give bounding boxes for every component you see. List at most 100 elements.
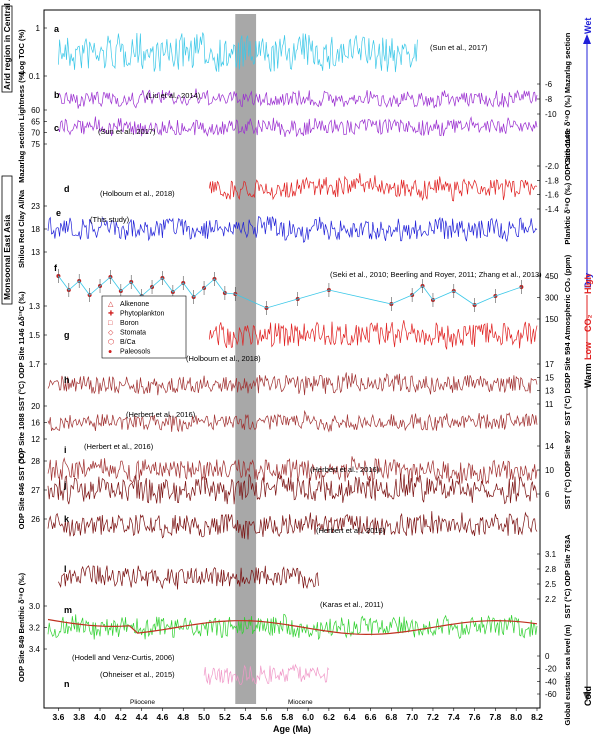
panel-letter-e: e bbox=[56, 208, 61, 218]
panel-ref-j: (Herbert et al., 2016) bbox=[316, 526, 386, 535]
panel-ref-h: (Herbert et al., 2016) bbox=[126, 410, 196, 419]
panel-ref-b: (Liu et al., 2014) bbox=[146, 91, 201, 100]
panel-letter-b: b bbox=[54, 90, 60, 100]
right-indicators: Wet Dry High CO₂ Low Warm Cold bbox=[583, 18, 593, 706]
y-tick-label: 1 bbox=[36, 24, 41, 33]
panel-ref-i: (Herbert et al., 2016) bbox=[84, 442, 154, 451]
legend-label: Phytoplankton bbox=[120, 311, 164, 318]
y-tick-label: 3.2 bbox=[29, 624, 41, 633]
y-tick-label: 75 bbox=[31, 140, 40, 149]
panel-letter-g: g bbox=[64, 330, 70, 340]
x-tick-label: 8.0 bbox=[510, 712, 522, 722]
y-axis-title-j: ODP Site 846 SST (°C) bbox=[17, 450, 26, 529]
panel-letter-n: n bbox=[64, 679, 70, 689]
y-tick-label: 2.5 bbox=[545, 580, 557, 589]
x-tick-label: 5.8 bbox=[281, 712, 293, 722]
y-axis-title-b: Carbonate δ¹⁸O (‰) Mazarlag section bbox=[563, 32, 572, 165]
x-tick-label: 6.0 bbox=[302, 712, 314, 722]
x-tick-label: 4.6 bbox=[157, 712, 169, 722]
y-axis-title-i2: SST (°C) ODP Site 907 bbox=[563, 431, 572, 510]
series-line-i bbox=[47, 409, 538, 433]
y-tick-label: 70 bbox=[31, 129, 40, 138]
x-tick-label: 4.4 bbox=[136, 712, 148, 722]
legend-marker: ⬡ bbox=[108, 338, 114, 346]
series-line-h bbox=[47, 372, 538, 396]
panel-letter-h: h bbox=[64, 375, 70, 385]
x-tick-label: 7.0 bbox=[406, 712, 418, 722]
y-tick-label: 17 bbox=[545, 360, 554, 369]
y-tick-label: 11 bbox=[545, 400, 554, 409]
y-tick-label: 10 bbox=[545, 466, 554, 475]
y-tick-label: -10 bbox=[545, 110, 557, 119]
low-label: Low bbox=[583, 341, 593, 360]
series-line-g bbox=[208, 320, 538, 350]
panel-ref-l: (Karas et al., 2011) bbox=[320, 600, 384, 609]
panel-ref-m: (Hodell and Venz-Curtis, 2006) bbox=[72, 653, 175, 662]
series-line-m bbox=[47, 613, 538, 641]
y-tick-label: 13 bbox=[31, 248, 40, 257]
region-label-tarim: Arid region in Central Asia: Tarim Basin bbox=[2, 0, 12, 90]
series-layer bbox=[47, 32, 538, 685]
series-line-k bbox=[47, 511, 538, 540]
x-tick-label: 3.6 bbox=[52, 712, 64, 722]
x-tick-label: 7.2 bbox=[427, 712, 439, 722]
legend-label: Alkenone bbox=[120, 301, 149, 308]
legend-marker: △ bbox=[108, 301, 114, 308]
series-line-l bbox=[58, 565, 319, 590]
x-tick-label: 3.8 bbox=[73, 712, 85, 722]
x-tick-label: 6.6 bbox=[365, 712, 377, 722]
x-axis: 3.6 3.8 4.0 4.2 4.4 4.6 4.8 5.0 5.2 5.4 5.6 5.8 6.0 6… bbox=[52, 708, 543, 722]
y-tick-label: -40 bbox=[545, 677, 557, 686]
series-line-e bbox=[47, 216, 538, 243]
y-tick-label: 14 bbox=[545, 442, 554, 451]
series-line-d bbox=[208, 173, 538, 202]
dry-label: Dry bbox=[583, 273, 593, 288]
y-tick-label: 65 bbox=[31, 117, 40, 126]
panel-ref-c: (Sun et al., 2017) bbox=[98, 127, 156, 136]
cold-label: Cold bbox=[583, 686, 593, 706]
x-tick-label: 8.2 bbox=[531, 712, 543, 722]
warm-label: Warm bbox=[583, 363, 593, 388]
legend-marker: ✚ bbox=[108, 310, 114, 318]
panel-letter-a: a bbox=[54, 24, 60, 34]
y-tick-label: -1.6 bbox=[545, 191, 559, 200]
y-tick-label: -6 bbox=[545, 80, 553, 89]
y-tick-label: 3.0 bbox=[29, 602, 41, 611]
y-tick-label: 15 bbox=[545, 373, 554, 382]
panel-letter-k: k bbox=[64, 514, 70, 524]
x-tick-label: 5.4 bbox=[240, 712, 252, 722]
y-tick-label: -1.8 bbox=[545, 176, 559, 185]
y-tick-label: 6 bbox=[545, 490, 550, 499]
y-axis-title-d: Planktic δ¹⁸O (‰) ODP Site 1146 bbox=[563, 130, 572, 244]
y-tick-label: 13 bbox=[545, 387, 554, 396]
x-axis-title: Age (Ma) bbox=[273, 724, 311, 734]
series-line-a bbox=[58, 32, 418, 73]
x-tick-label: 7.4 bbox=[448, 712, 460, 722]
x-tick-label: 6.2 bbox=[323, 712, 335, 722]
x-tick-label: 5.2 bbox=[219, 712, 231, 722]
y-tick-label: 2.8 bbox=[545, 565, 557, 574]
panel-ref-e: (This study) bbox=[90, 215, 130, 224]
y-tick-label: 28 bbox=[31, 457, 40, 466]
panel-ref-d: (Holbourn et al., 2018) bbox=[100, 189, 175, 198]
series-line-b bbox=[58, 88, 538, 109]
y-axis-title-e: Shilou Red Clay Al/Na bbox=[17, 189, 26, 268]
y-axis-title-m: ODP Site 849 Benthic δ¹⁸O (‰) bbox=[17, 572, 26, 682]
series-line-c bbox=[58, 116, 538, 138]
y-axis-title-i: ODP Site 1088 SST (°C) bbox=[17, 381, 26, 464]
series-line-n bbox=[203, 663, 330, 685]
panel-letter-c: c bbox=[54, 123, 59, 133]
y-tick-label: 18 bbox=[31, 225, 40, 234]
panel-letter-m: m bbox=[64, 605, 72, 615]
y-tick-label: 16 bbox=[31, 419, 40, 428]
legend-label: B/Ca bbox=[120, 339, 136, 346]
co2-legend: △ Alkenone ✚ Phytoplankton □ Boron ◇ Stomata ⬡ B/… bbox=[101, 295, 187, 359]
x-tick-label: 4.2 bbox=[115, 712, 127, 722]
legend-marker: □ bbox=[108, 320, 113, 327]
left-region-labels: Arid region in Central Asia: Tarim Basin… bbox=[1, 0, 13, 305]
shaded-interval bbox=[235, 14, 257, 704]
y-tick-label: 0.1 bbox=[29, 72, 41, 81]
y-tick-label: 1.3 bbox=[29, 302, 41, 311]
